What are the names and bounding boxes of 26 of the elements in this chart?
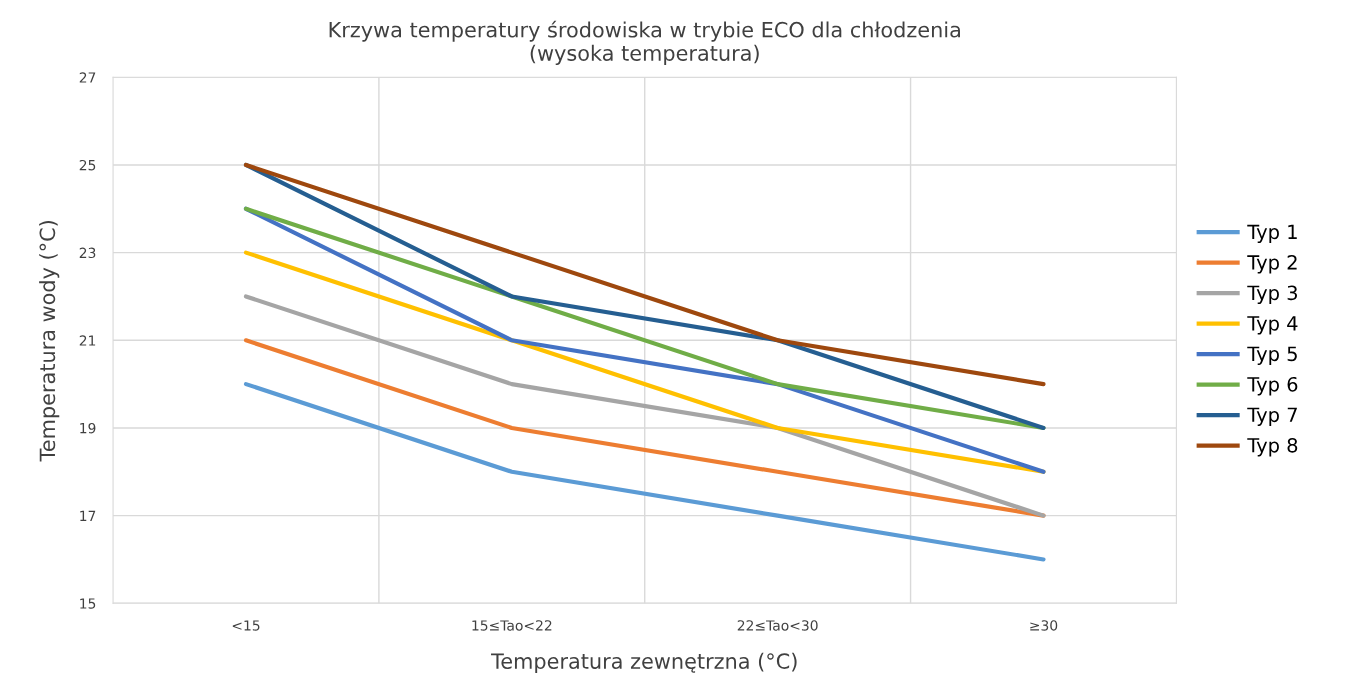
x-tick-label: <15 — [232, 620, 260, 631]
x-tick-label: ≥30 — [1030, 620, 1058, 631]
line-series — [243, 162, 1046, 387]
legend-label: Typ 2 — [1247, 255, 1297, 274]
y-axis-title: Temperatura wody (°C) — [39, 220, 60, 462]
legend-label: Typ 8 — [1247, 437, 1298, 457]
x-tick-label: 15≤Tao<22 — [472, 620, 552, 631]
line-series — [243, 338, 1046, 518]
legend-label: Typ 3 — [1247, 285, 1297, 304]
y-tick-label: 21 — [79, 335, 96, 346]
y-tick-label: 23 — [79, 247, 96, 259]
line-series — [243, 294, 1046, 518]
legend-label: Typ 1 — [1247, 224, 1297, 243]
y-tick-label: 19 — [80, 422, 96, 434]
y-tick-label: 27 — [79, 72, 96, 83]
legend-label: Typ 6 — [1247, 376, 1298, 396]
legend-label: Typ 5 — [1247, 346, 1297, 365]
x-tick-label: 22≤Tao<30 — [737, 620, 818, 631]
y-tick-label: 25 — [79, 159, 96, 171]
legend-label: Typ 4 — [1247, 316, 1298, 335]
line-series — [243, 382, 1046, 562]
legend-label: Typ 7 — [1247, 407, 1297, 426]
chart-title: Krzywa temperatury środowiska w trybie ECO dla chłodzenia (wysoka temperatura) — [329, 20, 960, 65]
x-axis-title: Temperatura zewnętrzna (°C) — [491, 652, 797, 673]
y-tick-label: 15 — [80, 598, 96, 609]
y-tick-label: 17 — [80, 510, 96, 521]
